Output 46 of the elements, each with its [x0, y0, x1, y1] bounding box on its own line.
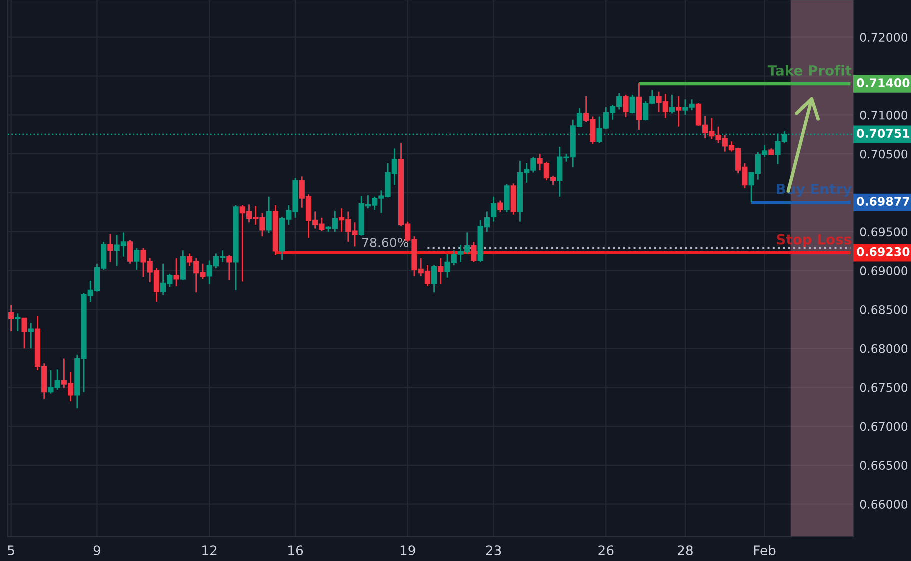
- candlestick: [127, 240, 134, 265]
- candlestick: [22, 318, 28, 350]
- candlestick: [498, 200, 504, 214]
- candlestick: [676, 96, 682, 128]
- text: 0.69877: [857, 197, 910, 206]
- x-tick-label: 23: [486, 546, 502, 556]
- y-tick-label: 0.67500: [860, 383, 908, 392]
- candlestick: [266, 196, 272, 234]
- candlestick: [8, 304, 14, 332]
- y-tick-label: 0.68000: [860, 344, 908, 354]
- candlestick: [28, 322, 34, 350]
- y-tick-label: 0.66500: [860, 461, 908, 470]
- candlestick: [623, 94, 629, 118]
- y-tick-label: 0.68500: [860, 305, 908, 314]
- x-tick-label: 26: [598, 546, 614, 556]
- text: 0.71400: [857, 78, 910, 88]
- candlestick: [490, 196, 497, 222]
- y-tick-label: 0.66000: [860, 500, 908, 509]
- series-label: 78.60%: [362, 238, 408, 248]
- candlestick: [174, 258, 180, 288]
- candlestick: [438, 258, 444, 285]
- x-tick-label: 9: [94, 546, 100, 556]
- x-tick-label: 12: [202, 546, 217, 556]
- candlestick: [226, 254, 232, 281]
- y-tick-label: 0.71000: [860, 110, 908, 120]
- candlestick: [180, 250, 186, 281]
- candlestick: [630, 94, 636, 114]
- y-tick-label: 0.72000: [860, 33, 908, 42]
- candlestick: [669, 94, 676, 114]
- candlestick: [134, 248, 140, 271]
- candlestick: [108, 234, 114, 263]
- y-tick-label: 0.70500: [860, 150, 908, 159]
- candlestick: [432, 264, 438, 294]
- y-tick-label: 0.67000: [860, 422, 908, 432]
- candlestick: [471, 241, 477, 263]
- x-tick-label: 19: [400, 546, 416, 556]
- ref-line-label: 0.70751: [857, 129, 910, 138]
- x-tick-label: 16: [288, 546, 304, 556]
- y-tick-label: 0.69000: [860, 266, 908, 276]
- y-tick-label: 0.69500: [860, 228, 908, 237]
- text: 0.69230: [857, 247, 910, 256]
- x-tick-label: Feb: [754, 545, 776, 556]
- candlestick: [636, 82, 642, 131]
- x-tick-label: 28: [678, 546, 693, 556]
- x-tick-label: 5: [8, 546, 14, 556]
- candlestick: [15, 312, 21, 332]
